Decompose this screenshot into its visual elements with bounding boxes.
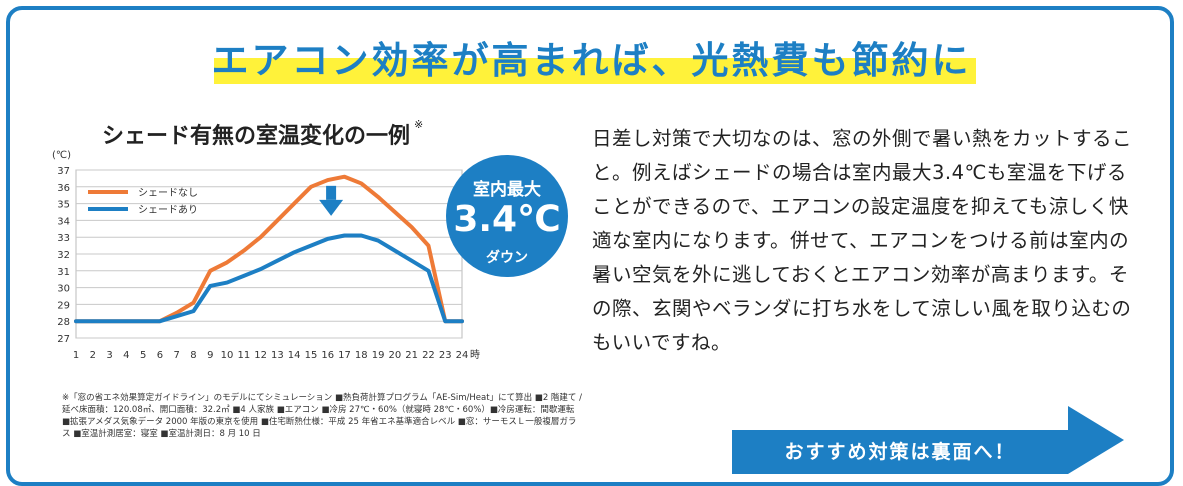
data-point: [259, 267, 263, 271]
x-tick-label: 4: [123, 350, 129, 361]
chart-title-note-mark: ※: [414, 118, 424, 131]
x-axis-unit: 時: [470, 349, 480, 361]
x-tick-label: 5: [140, 350, 146, 361]
legend-label-2: シェードあり: [138, 204, 198, 216]
data-point: [359, 181, 363, 185]
max-drop-badge: 室内最大 3.4℃ ダウン: [446, 155, 568, 277]
data-point: [426, 269, 430, 273]
data-point: [410, 225, 414, 229]
cta-arrow-icon[interactable]: [1068, 406, 1124, 474]
data-point: [426, 244, 430, 248]
down-arrow-icon: [326, 185, 337, 200]
footnote: ※「窓の省エネ効果算定ガイドライン」のモデルにてシミュレーション ■熱負荷計算プ…: [62, 393, 582, 439]
data-point: [242, 274, 246, 278]
data-point: [343, 175, 347, 179]
data-point: [292, 202, 296, 206]
data-point: [108, 319, 112, 323]
y-axis-unit: (℃): [52, 150, 71, 161]
data-point: [359, 234, 363, 238]
x-tick-label: 12: [254, 350, 267, 361]
data-point: [141, 319, 145, 323]
data-point: [410, 259, 414, 263]
x-tick-label: 22: [422, 350, 435, 361]
x-tick-label: 10: [221, 350, 234, 361]
badge-caption: ダウン: [486, 250, 528, 266]
x-tick-label: 3: [106, 350, 112, 361]
cta-banner[interactable]: おすすめ対策は裏面へ！: [732, 430, 1068, 474]
data-point: [191, 301, 195, 305]
data-point: [259, 235, 263, 239]
y-tick-label: 27: [57, 334, 70, 345]
x-tick-label: 18: [355, 350, 368, 361]
data-point: [208, 269, 212, 273]
y-tick-label: 36: [57, 183, 70, 194]
data-point: [393, 210, 397, 214]
data-point: [158, 319, 162, 323]
series-line-2: [74, 233, 464, 324]
data-point: [343, 234, 347, 238]
y-tick-label: 35: [57, 200, 70, 211]
headline: エアコン効率が高まれば、光熱費も節約に: [211, 39, 972, 82]
y-tick-label: 31: [57, 267, 70, 278]
x-tick-label: 13: [271, 350, 284, 361]
x-tick-label: 9: [207, 350, 213, 361]
data-point: [309, 185, 313, 189]
y-tick-label: 28: [57, 317, 70, 328]
data-point: [225, 260, 229, 264]
y-tick-label: 32: [57, 250, 70, 261]
data-point: [326, 237, 330, 241]
data-point: [225, 281, 229, 285]
data-point: [74, 319, 78, 323]
data-point: [175, 311, 179, 315]
data-point: [376, 239, 380, 243]
x-tick-label: 2: [90, 350, 96, 361]
x-tick-label: 21: [405, 350, 418, 361]
x-tick-label: 11: [237, 350, 250, 361]
y-tick-label: 37: [57, 166, 70, 177]
x-tick-label: 24: [456, 350, 469, 361]
data-point: [124, 319, 128, 323]
x-tick-label: 16: [321, 350, 334, 361]
data-point: [91, 319, 95, 323]
y-tick-label: 30: [57, 284, 70, 295]
data-point: [208, 284, 212, 288]
badge-value: 3.4℃: [453, 199, 561, 240]
chart-title-text: シェード有無の室温変化の一例: [102, 124, 411, 149]
x-tick-label: 7: [174, 350, 180, 361]
data-point: [275, 218, 279, 222]
data-point: [460, 319, 464, 323]
x-tick-label: 8: [190, 350, 196, 361]
data-point: [191, 309, 195, 313]
x-tick-label: 20: [389, 350, 402, 361]
x-tick-label: 17: [338, 350, 351, 361]
x-tick-label: 19: [372, 350, 385, 361]
down-arrow-icon-head: [319, 199, 344, 216]
legend-label-1: シェードなし: [138, 187, 198, 199]
x-tick-label: 6: [157, 350, 163, 361]
x-tick-label: 14: [288, 350, 301, 361]
x-tick-label: 23: [439, 350, 452, 361]
data-point: [275, 259, 279, 263]
data-point: [376, 195, 380, 199]
y-tick-label: 33: [57, 233, 70, 244]
data-point: [175, 314, 179, 318]
badge-label: 室内最大: [473, 180, 541, 200]
data-point: [242, 249, 246, 253]
chart-title: シェード有無の室温変化の一例 ※: [102, 118, 423, 150]
data-point: [443, 319, 447, 323]
x-tick-label: 1: [73, 350, 79, 361]
data-point: [309, 244, 313, 248]
y-tick-label: 29: [57, 300, 70, 311]
body-text: 日差し対策で大切なのは、窓の外側で暑い熱をカットすること。例えばシェードの場合は…: [592, 127, 1133, 354]
x-tick-label: 15: [305, 350, 318, 361]
data-point: [393, 249, 397, 253]
headline-highlight: [214, 58, 976, 84]
data-point: [326, 178, 330, 182]
data-point: [292, 250, 296, 254]
y-tick-label: 34: [57, 216, 70, 227]
